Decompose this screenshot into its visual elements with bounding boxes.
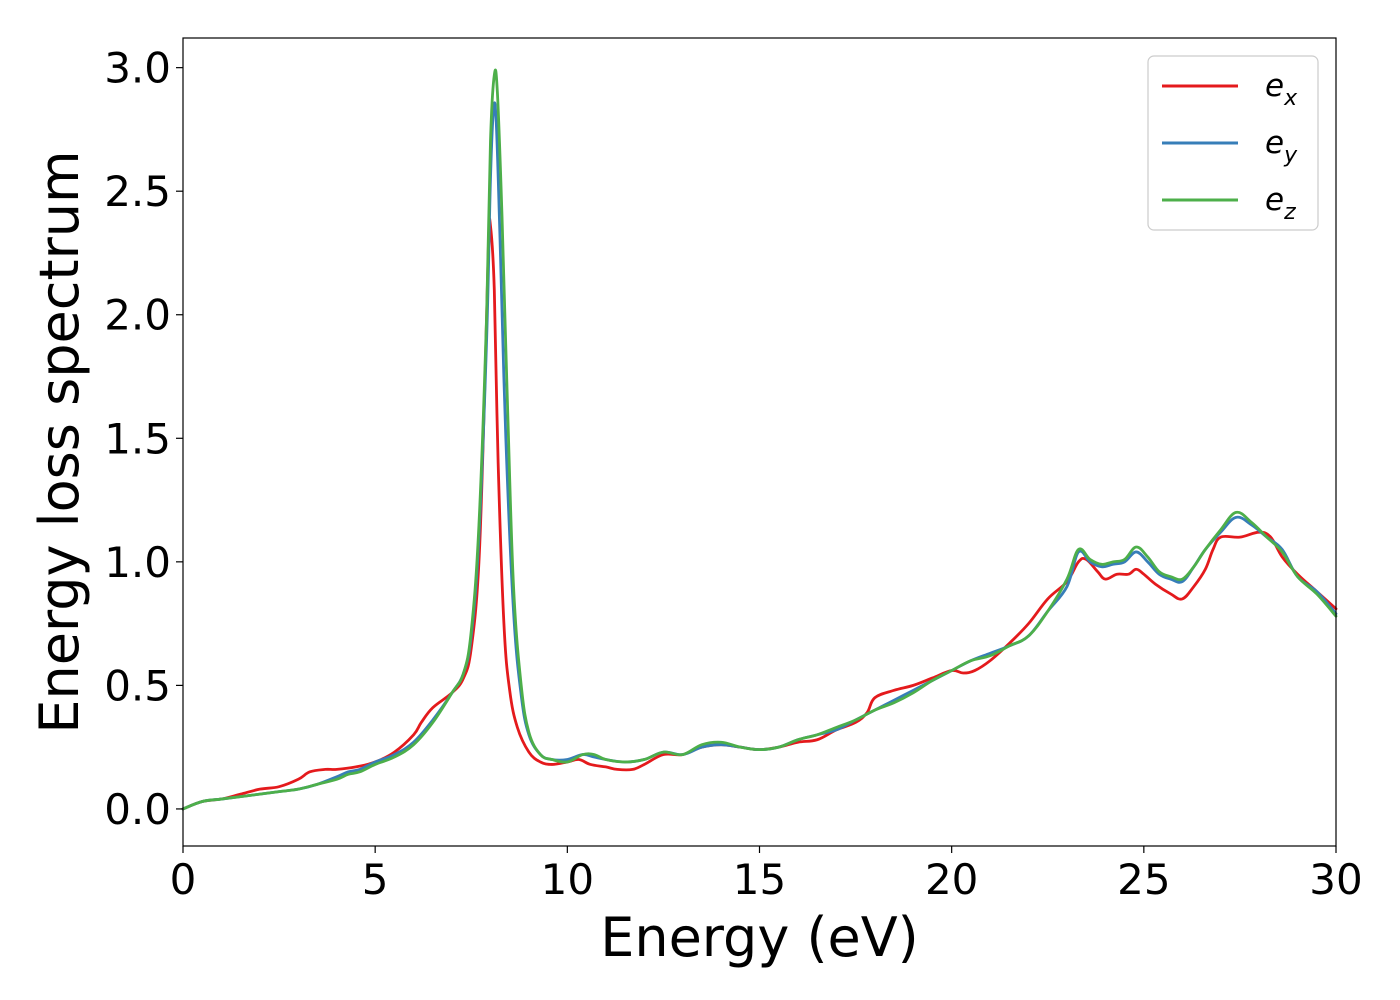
x-tick-label: 30 bbox=[1309, 855, 1362, 904]
legend-label-base: e bbox=[1265, 125, 1284, 161]
y-tick-label: 2.0 bbox=[104, 291, 171, 340]
x-tick-label: 20 bbox=[925, 855, 978, 904]
x-tick-label: 15 bbox=[733, 855, 786, 904]
y-tick-label: 0.0 bbox=[104, 785, 171, 834]
y-tick-label: 1.0 bbox=[104, 538, 171, 587]
legend-label-ey: ey bbox=[1265, 125, 1298, 168]
legend-label-ez: ez bbox=[1265, 182, 1296, 225]
legend-label-subscript: y bbox=[1283, 143, 1298, 168]
y-tick-label: 1.5 bbox=[104, 414, 171, 463]
series-layer bbox=[181, 68, 1338, 811]
x-tick-label: 10 bbox=[541, 855, 594, 904]
x-axis-ticks: 0 5 10 15 20 25 30 bbox=[170, 846, 1363, 904]
x-tick-label: 25 bbox=[1117, 855, 1170, 904]
y-axis-ticks: 0.0 0.5 1.0 1.5 2.0 2.5 3.0 bbox=[104, 44, 183, 834]
y-tick-label: 2.5 bbox=[104, 167, 171, 216]
legend-label-base: e bbox=[1265, 68, 1284, 104]
legend-label-base: e bbox=[1265, 182, 1284, 218]
y-tick-label: 0.5 bbox=[104, 661, 171, 710]
y-axis-label: Energy loss spectrum bbox=[28, 150, 91, 733]
y-tick-label: 3.0 bbox=[104, 44, 171, 93]
legend-label-ex: ex bbox=[1265, 68, 1298, 111]
x-tick-label: 5 bbox=[362, 855, 389, 904]
legend-label-subscript: z bbox=[1283, 200, 1296, 225]
x-tick-label: 0 bbox=[170, 855, 197, 904]
x-axis-label: Energy (eV) bbox=[600, 906, 919, 969]
legend-label-subscript: x bbox=[1283, 86, 1298, 111]
series-line-ez bbox=[181, 68, 1338, 811]
